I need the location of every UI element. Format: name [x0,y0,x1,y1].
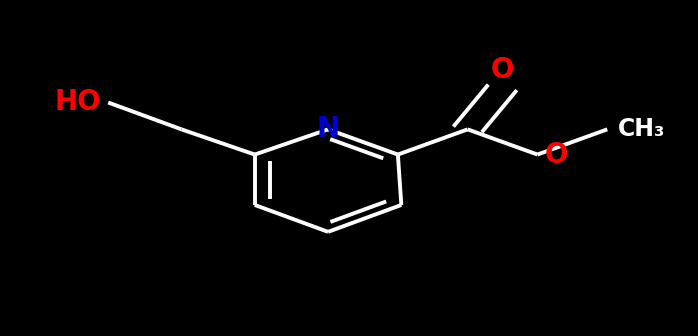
Text: HO: HO [54,88,101,117]
Text: O: O [491,56,514,84]
Text: O: O [544,140,568,169]
Text: N: N [316,115,340,143]
Text: CH₃: CH₃ [618,117,665,141]
